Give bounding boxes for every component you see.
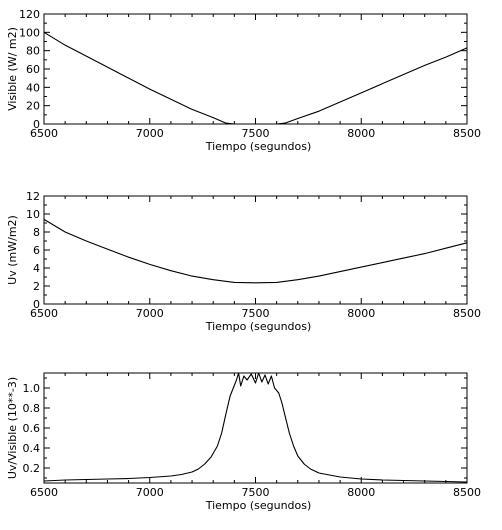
y-tick-label: 2: [33, 280, 40, 293]
panel-1: 6500 7000 7500 8000 8500 0 20 40 60 80 100 120 Tiemp…: [6, 8, 481, 153]
x-tick-label: 7500: [242, 486, 270, 499]
y-tick-label: 80: [26, 45, 40, 58]
y-tick-label: 40: [26, 81, 40, 94]
y-tick-label: 10: [26, 208, 40, 221]
plot-frame: [43, 13, 468, 125]
y-tick-label: 6: [33, 244, 40, 257]
x-tick-label: 7000: [136, 127, 164, 140]
x-tick-label: 7000: [136, 307, 164, 320]
x-tick-label: 8000: [347, 486, 375, 499]
x-tick-label: 8500: [453, 307, 481, 320]
data-series-line: [43, 372, 468, 483]
y-axis-title: Uv (mW/m2): [6, 215, 19, 285]
x-tick-label: 8000: [347, 307, 375, 320]
x-axis-title: Tiempo (segundos): [205, 320, 312, 333]
x-tick-label: 6500: [30, 127, 58, 140]
y-tick-label: 4: [33, 262, 40, 275]
y-tick-label: 8: [33, 226, 40, 239]
panel-2: 6500 7000 7500 8000 8500 0 2 4 6 8 10 12 Tiempo (seg…: [6, 190, 481, 333]
y-tick-label: 100: [19, 26, 40, 39]
y-tick-label: 120: [19, 8, 40, 21]
y-axis-title: Uv/Visible (10**-3): [6, 377, 19, 479]
y-tick-label: 60: [26, 63, 40, 76]
x-tick-label: 8500: [453, 486, 481, 499]
x-tick-label: 6500: [30, 307, 58, 320]
y-tick-label: 0: [33, 118, 40, 131]
y-tick-label: 0.6: [23, 422, 41, 435]
y-tick-label: 12: [26, 190, 40, 203]
x-axis-title: Tiempo (segundos): [205, 499, 312, 512]
x-tick-label: 6500: [30, 486, 58, 499]
y-tick-label: 0.2: [23, 462, 41, 475]
y-axis-title: Visible (W/ m2): [6, 27, 19, 111]
x-tick-label: 7500: [242, 127, 270, 140]
x-tick-label: 8500: [453, 127, 481, 140]
y-tick-label: 0: [33, 298, 40, 311]
data-series-line: [43, 218, 468, 284]
y-tick-label: 0.8: [23, 402, 41, 415]
plot-frame: [43, 372, 468, 484]
y-tick-label: 0.4: [23, 442, 41, 455]
x-axis-title: Tiempo (segundos): [205, 140, 312, 153]
x-tick-label: 7000: [136, 486, 164, 499]
x-tick-label: 7500: [242, 307, 270, 320]
y-tick-label: 20: [26, 100, 40, 113]
panel-3: 6500 7000 7500 8000 8500 0.2 0.4 0.6 0.8 1.0 Tiemp…: [6, 372, 481, 512]
x-tick-label: 8000: [347, 127, 375, 140]
data-series-line: [43, 31, 468, 125]
plot-frame: [43, 195, 468, 305]
y-tick-label: 1.0: [23, 382, 41, 395]
